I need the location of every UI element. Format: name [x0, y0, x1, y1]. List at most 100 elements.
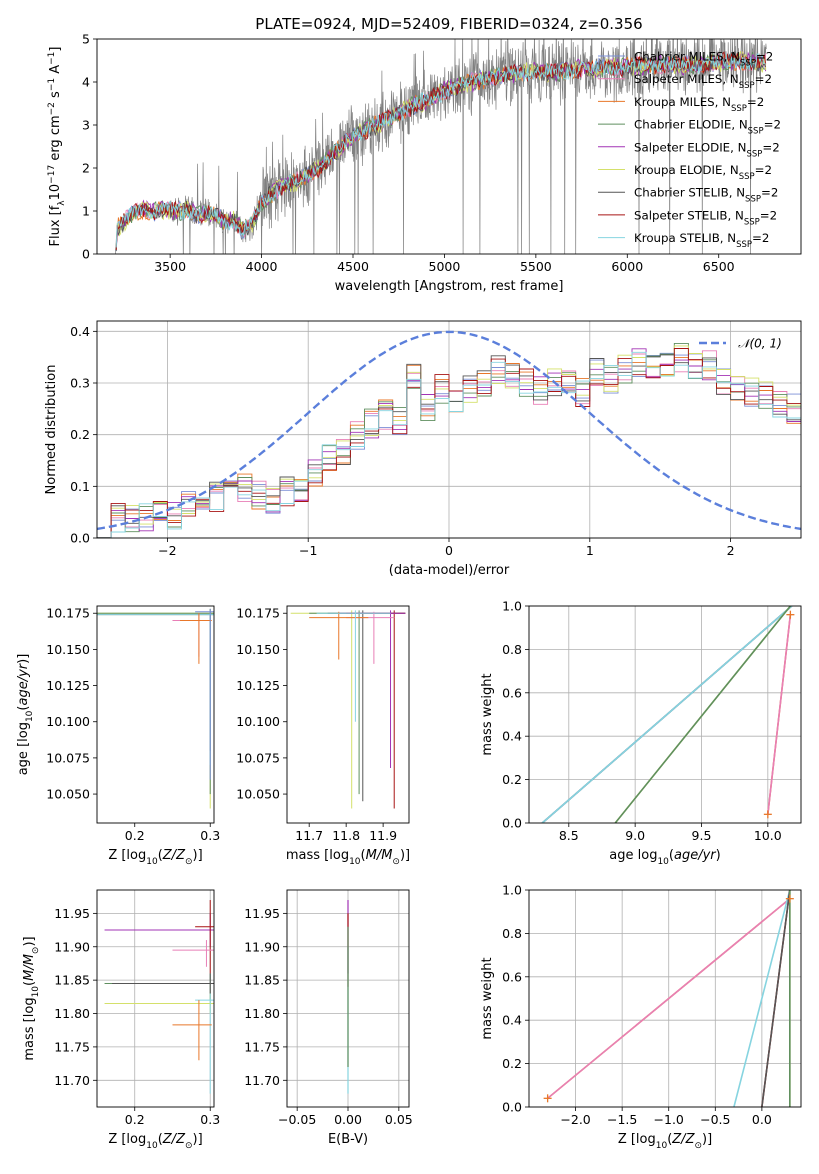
legend-entry: Kroupa MILES, NSSP=2 [634, 95, 764, 114]
y-tick-label: 10.100 [236, 714, 280, 729]
y-tick-label: 11.80 [244, 1006, 280, 1021]
plot-area [115, 39, 767, 254]
x-tick-label: 11.9 [369, 828, 397, 843]
x-axis-label: wavelength [Angstrom, rest frame] [335, 279, 564, 294]
legend-entry: Chabrier MILES, NSSP=2 [634, 50, 773, 69]
legend: Chabrier MILES, NSSP=2 Salpeter MILES, NS… [598, 50, 781, 250]
y-tick-label: 10.125 [46, 678, 90, 693]
mass-vs-extinction-plot: −0.05 0.00 0.05 11.70 11.75 11.80 11.85 11.90 11… [244, 889, 413, 1147]
x-tick-label: 0.05 [385, 1112, 413, 1127]
y-axis-label: Normed distribution [44, 365, 59, 495]
residual-histogram-step [97, 348, 801, 538]
y-tick-label: 0.4 [502, 1013, 522, 1028]
cumulative-weight-line [547, 898, 791, 1099]
y-tick-label: 0 [82, 247, 90, 262]
axes-frame [96, 320, 802, 539]
y-tick-label: 10.150 [46, 642, 90, 657]
x-tick-label: 0.00 [334, 1112, 362, 1127]
y-tick-label: 0.2 [502, 772, 522, 787]
mass-vs-metallicity-plot: 0.2 0.3 11.70 11.75 11.80 11.85 11.90 11.95 Z [l… [22, 889, 220, 1151]
y-tick-label: 11.75 [54, 1039, 90, 1054]
legend-entry: Salpeter ELODIE, NSSP=2 [634, 140, 780, 159]
x-tick-label: −0.05 [278, 1112, 316, 1127]
legend-entry: Chabrier ELODIE, NSSP=2 [634, 118, 781, 137]
legend-entry: Salpeter STELIB, NSSP=2 [634, 208, 777, 227]
mass-weight-vs-metallicity-plot: −2.0 −1.5 −1.0 −0.5 0.0 0.0 0.2 0.4 0.6 0.8 1.0 Z [… [480, 883, 802, 1151]
y-tick-label: 0.1 [70, 479, 90, 494]
y-tick-label: 3 [82, 118, 90, 133]
x-tick-label: 0 [445, 543, 453, 558]
y-tick-label: 5 [82, 32, 90, 47]
y-axis-label: mass weight [480, 673, 495, 755]
y-tick-label: 10.175 [46, 606, 90, 621]
y-tick-label: 1.0 [502, 599, 522, 614]
legend-entry: Kroupa ELODIE, NSSP=2 [634, 163, 772, 182]
y-tick-label: 10.175 [236, 606, 280, 621]
x-axis-label: (data-model)/error [389, 563, 510, 578]
cumulative-weight-line [733, 890, 791, 1107]
model-spectrum-line [115, 52, 766, 248]
y-tick-label: 0.8 [502, 926, 522, 941]
x-tick-label: 4500 [337, 259, 369, 274]
x-tick-label: 0.2 [125, 828, 145, 843]
y-tick-label: 10.125 [236, 678, 280, 693]
y-tick-label: 0.0 [70, 531, 90, 546]
residual-histogram-step [97, 351, 801, 538]
y-tick-label: 0.3 [70, 376, 90, 391]
model-spectrum-line [115, 51, 767, 252]
y-tick-label: 0.0 [502, 816, 522, 831]
x-tick-label: 0.3 [200, 828, 220, 843]
x-axis-label: Z [log10(Z/Z⊙)] [618, 1132, 712, 1151]
plot-area [97, 608, 214, 809]
x-tick-label: 2 [727, 543, 735, 558]
figure-title: PLATE=0924, MJD=52409, FIBERID=0324, z=0… [255, 15, 642, 33]
y-tick-label: 10.075 [46, 750, 90, 765]
legend-entry: Chabrier STELIB, NSSP=2 [634, 186, 778, 205]
residual-histogram: −2 −1 0 1 2 0.0 0.1 0.2 0.3 0.4 (data-model)/error… [44, 320, 802, 578]
axes-frame [528, 605, 802, 824]
y-tick-label: 0.8 [502, 642, 522, 657]
y-tick-label: 0.4 [502, 729, 522, 744]
plot-area [541, 606, 795, 823]
x-tick-label: 10.0 [754, 828, 782, 843]
y-tick-label: 11.80 [54, 1006, 90, 1021]
y-tick-label: 10.050 [46, 787, 90, 802]
y-tick-label: 1 [82, 204, 90, 219]
y-tick-label: 11.70 [54, 1073, 90, 1088]
y-tick-label: 0.6 [502, 969, 522, 984]
x-tick-label: 5500 [520, 259, 552, 274]
plot-area [97, 330, 801, 538]
x-axis-label: mass [log10(M/M⊙)] [286, 848, 410, 867]
y-axis-label: Flux [fλ10−17 erg cm−2 s−1 A−1] [47, 47, 67, 247]
axes-frame [96, 605, 215, 824]
x-tick-label: −1.5 [607, 1112, 637, 1127]
x-tick-label: 11.7 [295, 828, 323, 843]
axes-frame [286, 889, 410, 1108]
x-tick-label: 0.3 [200, 1112, 220, 1127]
x-tick-label: −0.5 [700, 1112, 730, 1127]
axes-frame [96, 889, 215, 1108]
y-axis-label: age [log10(age/yr)] [16, 654, 35, 776]
y-tick-label: 11.90 [244, 939, 280, 954]
mass-weight-vs-age-plot: 8.5 9.0 9.5 10.0 0.0 0.2 0.4 0.6 0.8 1.0 age log10… [480, 599, 802, 867]
x-tick-label: 5000 [429, 259, 461, 274]
x-tick-label: 1 [586, 543, 594, 558]
axes-frame [96, 38, 802, 255]
x-tick-label: 0.0 [752, 1112, 772, 1127]
plot-area [290, 610, 406, 809]
x-tick-label: −2.0 [560, 1112, 590, 1127]
y-tick-label: 1.0 [502, 883, 522, 898]
y-tick-label: 11.95 [54, 906, 90, 921]
spectrum-plot: 3500 4000 4500 5000 5500 6000 6500 0 1 2 3 4 5 wavele… [47, 32, 802, 294]
x-tick-label: 6500 [703, 259, 735, 274]
plot-area [543, 890, 794, 1107]
y-tick-label: 11.95 [244, 906, 280, 921]
cumulative-weight-line [614, 606, 792, 823]
x-tick-label: −1.0 [654, 1112, 684, 1127]
y-axis-label: mass weight [480, 957, 495, 1039]
y-tick-label: 11.85 [244, 973, 280, 988]
normal-distribution-curve [97, 330, 801, 531]
x-tick-label: 8.5 [559, 828, 579, 843]
y-tick-label: 0.2 [70, 427, 90, 442]
